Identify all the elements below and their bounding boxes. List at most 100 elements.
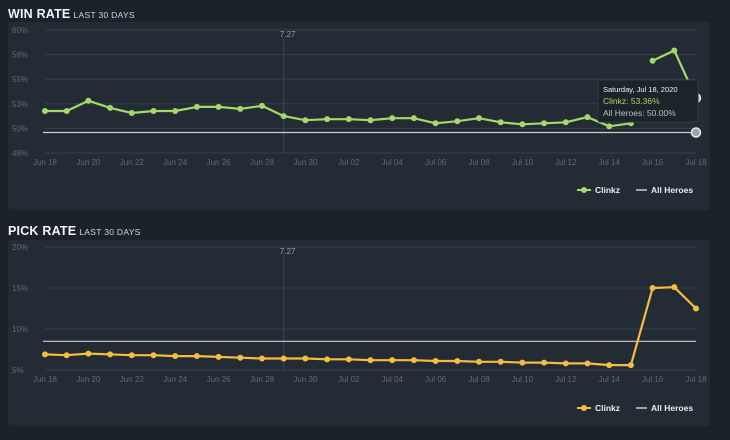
data-point-clinkz-jul-18[interactable] xyxy=(693,305,699,312)
data-point-clinkz-jul-02[interactable] xyxy=(345,356,352,363)
data-point-clinkz-jun-24[interactable] xyxy=(172,353,179,360)
win-grid xyxy=(45,29,696,154)
data-point-clinkz-jul-05[interactable] xyxy=(410,357,417,364)
pick-x-tick-label: Jul 04 xyxy=(382,375,404,384)
data-point-clinkz-jul-09[interactable] xyxy=(497,358,504,365)
data-point-clinkz-jul-01[interactable] xyxy=(324,356,331,363)
data-point-clinkz-jul-06[interactable] xyxy=(432,120,439,127)
pick-rate-heading: PICK RATE LAST 30 DAYS xyxy=(8,224,141,238)
data-point-clinkz-jul-15[interactable] xyxy=(627,362,634,369)
data-point-clinkz-jul-09[interactable] xyxy=(497,119,504,126)
data-point-clinkz-jun-23[interactable] xyxy=(150,107,157,114)
pick-x-tick-label: Jul 06 xyxy=(425,375,447,384)
pick-legend-item-clinkz[interactable]: Clinkz xyxy=(577,403,620,413)
win-x-tick-label: Jul 14 xyxy=(599,158,621,167)
data-point-clinkz-jul-14[interactable] xyxy=(606,362,613,369)
data-point-clinkz-jun-25[interactable] xyxy=(193,353,200,360)
pick-x-tick-label: Jun 20 xyxy=(76,375,101,384)
data-point-clinkz-jun-27[interactable] xyxy=(237,354,244,361)
pick-legend: Clinkz All Heroes xyxy=(577,403,693,413)
win-legend: Clinkz All Heroes xyxy=(577,185,693,195)
data-point-clinkz-jul-03[interactable] xyxy=(367,117,374,124)
data-point-clinkz-jun-23[interactable] xyxy=(150,352,157,359)
data-point-clinkz-jul-14[interactable] xyxy=(606,123,613,130)
data-point-clinkz-jun-21[interactable] xyxy=(107,351,114,358)
data-point-clinkz-jun-29[interactable] xyxy=(280,355,287,362)
win-x-tick-label: Jun 26 xyxy=(207,158,232,167)
data-point-clinkz-jun-29[interactable] xyxy=(280,113,287,120)
pick-x-tick-label: Jun 30 xyxy=(293,375,318,384)
win-legend-item-all-heroes[interactable]: All Heroes xyxy=(636,185,693,195)
data-point-clinkz-jun-27[interactable] xyxy=(237,105,244,112)
data-point-clinkz-jun-20[interactable] xyxy=(85,350,92,357)
data-point-clinkz-jun-30[interactable] xyxy=(302,355,309,362)
data-point-clinkz-jun-19[interactable] xyxy=(63,107,70,114)
data-point-clinkz-jul-17[interactable] xyxy=(671,47,678,54)
data-point-clinkz-jul-16[interactable] xyxy=(649,57,656,64)
data-point-clinkz-jul-07[interactable] xyxy=(454,357,461,364)
data-point-clinkz-jul-04[interactable] xyxy=(389,115,396,122)
data-point-clinkz-jun-26[interactable] xyxy=(215,103,222,110)
data-point-clinkz-jul-13[interactable] xyxy=(584,114,591,121)
data-point-clinkz-jul-01[interactable] xyxy=(324,116,331,123)
pick-series-points[interactable] xyxy=(42,284,699,369)
data-point-clinkz-jun-18[interactable] xyxy=(42,351,48,358)
data-point-clinkz-jul-13[interactable] xyxy=(584,360,591,367)
win-series-points[interactable] xyxy=(42,47,702,138)
pick-x-tick-label: Jul 02 xyxy=(338,375,360,384)
data-point-clinkz-jul-17[interactable] xyxy=(671,284,678,291)
pick-patch-label: 7.27 xyxy=(280,247,296,256)
win-rate-heading: WIN RATE LAST 30 DAYS xyxy=(8,7,135,21)
win-x-tick-label: Jun 22 xyxy=(120,158,145,167)
data-point-clinkz-jul-10[interactable] xyxy=(519,121,526,128)
data-point-clinkz-jul-02[interactable] xyxy=(345,116,352,123)
data-point-clinkz-jul-04[interactable] xyxy=(389,357,396,364)
win-x-tick-label: Jul 10 xyxy=(512,158,534,167)
data-point-clinkz-jul-10[interactable] xyxy=(519,359,526,366)
data-point-clinkz-jul-12[interactable] xyxy=(562,360,569,367)
pick-x-tick-label: Jul 10 xyxy=(512,375,534,384)
win-legend-item-clinkz[interactable]: Clinkz xyxy=(577,185,620,195)
data-point-clinkz-jul-05[interactable] xyxy=(410,115,417,122)
pick-x-tick-label: Jun 18 xyxy=(33,375,58,384)
data-point-clinkz-jun-24[interactable] xyxy=(172,107,179,114)
data-point-clinkz-jul-08[interactable] xyxy=(476,358,482,365)
data-point-clinkz-jul-16[interactable] xyxy=(649,285,656,291)
data-point-clinkz-jun-26[interactable] xyxy=(215,353,222,360)
pick-y-axis: 20% 15% 10% 5% xyxy=(12,243,28,375)
pick-x-tick-label: Jun 24 xyxy=(163,375,188,384)
win-rate-chart[interactable]: 60%58%55%53%50%48% Jun 18 Jun 20 Jun 22 Jun… xyxy=(8,22,710,210)
win-y-tick-label: 53% xyxy=(12,100,28,109)
pick-legend-all-label: All Heroes xyxy=(651,403,693,413)
data-point-clinkz-jun-30[interactable] xyxy=(302,117,309,124)
data-point-clinkz-jul-12[interactable] xyxy=(562,119,569,126)
win-legend-all-label: All Heroes xyxy=(651,185,693,195)
data-point-clinkz-jun-28[interactable] xyxy=(259,355,265,362)
point-all-heroes-highlight[interactable] xyxy=(690,127,702,138)
pick-x-tick-label: Jun 22 xyxy=(120,375,145,384)
data-point-clinkz-jun-18[interactable] xyxy=(42,107,48,114)
data-point-clinkz-jun-22[interactable] xyxy=(128,352,135,359)
win-x-tick-label: Jun 20 xyxy=(76,158,101,167)
data-point-clinkz-jul-11[interactable] xyxy=(541,359,548,366)
data-point-clinkz-jul-11[interactable] xyxy=(541,120,548,127)
win-x-tick-label: Jul 12 xyxy=(555,158,577,167)
data-point-clinkz-jun-20[interactable] xyxy=(85,97,92,104)
data-point-clinkz-jul-08[interactable] xyxy=(476,115,482,122)
data-point-clinkz-jun-21[interactable] xyxy=(107,104,114,111)
series-line-clinkz-segment-1 xyxy=(45,99,632,128)
data-point-clinkz-jun-28[interactable] xyxy=(259,102,265,109)
data-point-clinkz-jul-06[interactable] xyxy=(432,357,439,364)
win-x-axis: Jun 18 Jun 20 Jun 22 Jun 24 Jun 26 Jun 28 Jun … xyxy=(33,158,707,167)
pick-legend-item-all-heroes[interactable]: All Heroes xyxy=(636,403,693,413)
tooltip-date: Saturday, Jul 18, 2020 xyxy=(603,85,678,94)
win-x-tick-label: Jun 24 xyxy=(163,158,188,167)
data-point-clinkz-jun-25[interactable] xyxy=(193,103,200,110)
data-point-clinkz-jun-22[interactable] xyxy=(128,110,135,117)
data-point-clinkz-jun-19[interactable] xyxy=(63,352,70,359)
pick-y-tick-label: 10% xyxy=(12,325,28,334)
win-rate-subtitle: LAST 30 DAYS xyxy=(73,10,135,20)
data-point-clinkz-jul-07[interactable] xyxy=(454,118,461,125)
data-point-clinkz-jul-03[interactable] xyxy=(367,357,374,364)
pick-rate-chart[interactable]: 20%15%10%5% Jun 18 Jun 20 Jun 22 Jun 24 Jun … xyxy=(8,240,710,426)
